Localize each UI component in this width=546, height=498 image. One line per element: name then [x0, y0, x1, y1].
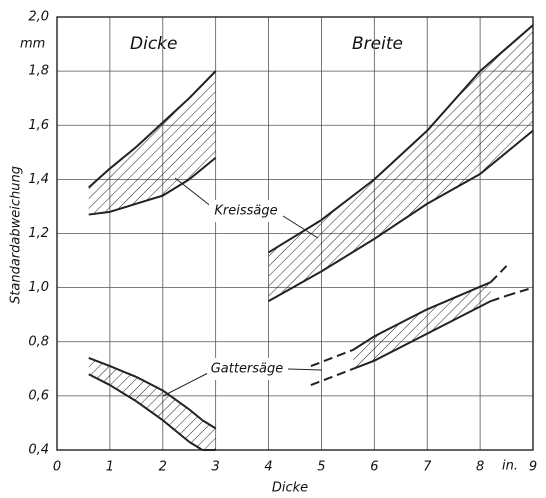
y-tick-label: 0,6 — [28, 388, 49, 403]
upper-line — [426, 70, 481, 132]
y-tick-label: 0,8 — [28, 334, 49, 349]
y-tick-label: 1,4 — [28, 172, 49, 187]
lower-line — [162, 178, 190, 197]
lower-line — [135, 400, 164, 422]
lower-line — [506, 286, 534, 297]
lower-line — [136, 194, 164, 205]
hatch-area — [88, 357, 216, 450]
lower-line — [426, 173, 481, 205]
lower-line — [88, 210, 111, 216]
x-tick-label: 1 — [106, 460, 114, 475]
lower-line — [188, 156, 217, 181]
upper-line — [426, 281, 492, 311]
x-tick-label: 6 — [370, 460, 378, 475]
panel-label: Breite — [352, 34, 403, 54]
x-tick-label: 8 — [476, 460, 484, 475]
upper-line — [310, 348, 354, 368]
y-tick-label: 1,0 — [28, 280, 49, 295]
leader — [282, 215, 319, 239]
upper-line — [373, 129, 428, 181]
upper-line — [135, 121, 164, 148]
upper-line — [373, 308, 428, 338]
x-tick-label: 0 — [53, 460, 61, 475]
upper-line — [201, 419, 217, 430]
x-tick-label: 9 — [529, 460, 537, 475]
y-axis-title: Standardabweichung — [9, 166, 24, 304]
x-tick-label: 3 — [212, 460, 220, 475]
upper-line — [479, 24, 534, 72]
y-unit: mm — [20, 37, 45, 52]
lower-line — [490, 294, 507, 303]
lower-line — [109, 384, 137, 403]
x-tick-label: 7 — [423, 460, 432, 475]
x-unit: in. — [502, 459, 518, 474]
x-tick-label: 4 — [264, 460, 272, 475]
lower-line — [310, 367, 354, 386]
x-tick-label: 2 — [159, 460, 167, 475]
lower-line — [188, 441, 203, 451]
y-tick-label: 2,0 — [28, 10, 49, 25]
panel-label: Dicke — [130, 34, 177, 54]
upper-line — [109, 146, 137, 170]
lower-line — [320, 238, 375, 273]
y-tick-label: 1,2 — [28, 226, 49, 241]
upper-line — [88, 357, 111, 368]
upper-line — [188, 70, 217, 99]
x-axis-title: Dicke — [272, 481, 308, 496]
upper-line — [352, 335, 375, 351]
upper-line — [188, 408, 204, 422]
annotation: Kreissäge — [214, 204, 277, 219]
lower-line — [373, 202, 428, 240]
x-tick-label: 5 — [317, 460, 325, 475]
leader — [162, 371, 211, 397]
upper-line — [162, 97, 190, 124]
lower-line — [162, 419, 190, 443]
lower-line — [352, 359, 375, 370]
lower-line — [88, 373, 111, 386]
label-bg — [209, 200, 283, 222]
lower-line — [373, 332, 428, 362]
upper-line — [135, 376, 164, 392]
upper-line — [88, 167, 111, 189]
leader — [287, 368, 323, 371]
y-tick-label: 1,8 — [28, 64, 49, 79]
lower-line — [268, 270, 322, 303]
lower-line — [479, 129, 534, 175]
leader — [174, 177, 213, 208]
lower-line — [109, 202, 137, 213]
y-tick-label: 0,4 — [28, 443, 49, 458]
plot-frame — [56, 16, 534, 451]
label-bg — [207, 358, 287, 380]
upper-line — [268, 219, 322, 254]
upper-line — [320, 178, 375, 221]
hatch-area — [88, 71, 216, 215]
lower-line — [426, 300, 492, 335]
hatch-area — [353, 282, 491, 369]
upper-line — [109, 365, 137, 378]
annotation: Gattersäge — [211, 362, 284, 377]
upper-line — [489, 265, 508, 283]
hatch-area — [268, 25, 533, 302]
y-tick-label: 1,6 — [28, 118, 49, 133]
